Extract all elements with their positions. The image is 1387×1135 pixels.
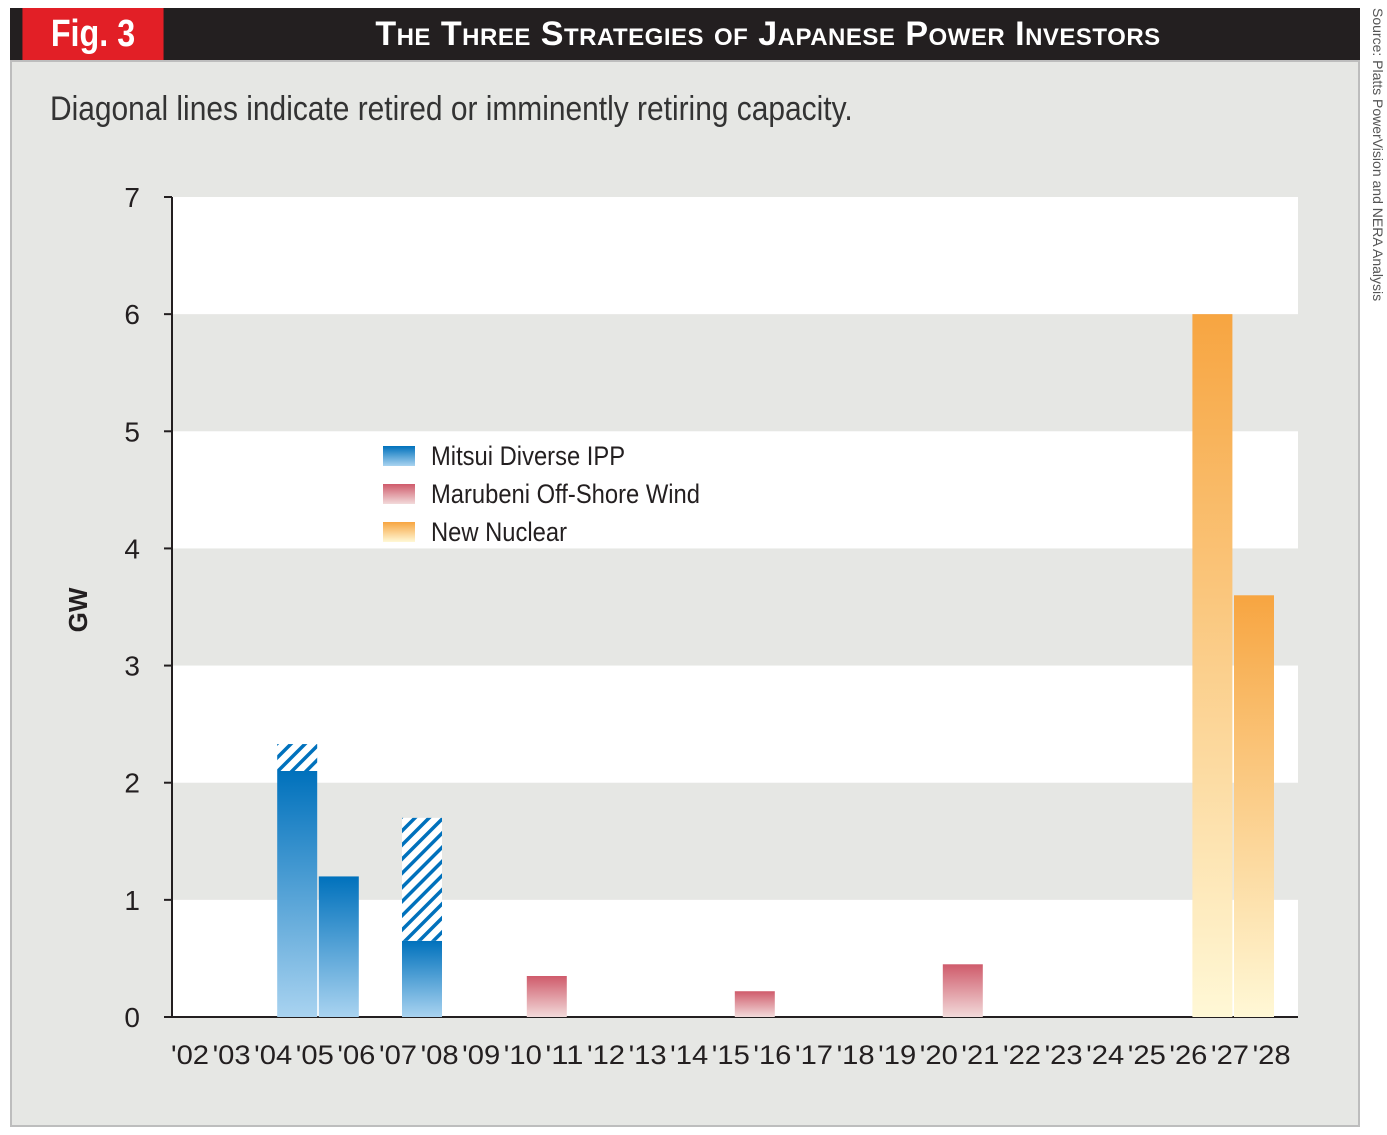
legend-item-mitsui: Mitsui Diverse IPP bbox=[383, 437, 737, 475]
x-tick-label: '22 bbox=[1003, 1040, 1041, 1070]
legend-swatch-marubeni bbox=[383, 484, 415, 504]
x-tick-label: '09 bbox=[462, 1040, 500, 1070]
chart-title: The Three Strategies of Japanese Power I… bbox=[375, 15, 1161, 53]
legend-swatch-mitsui bbox=[383, 446, 415, 466]
x-tick-label: '14 bbox=[670, 1040, 708, 1070]
grid-band bbox=[172, 197, 1298, 315]
x-tick-label: '26 bbox=[1169, 1040, 1207, 1070]
x-tick-label: '05 bbox=[296, 1040, 334, 1070]
x-tick-label: '25 bbox=[1128, 1040, 1166, 1070]
x-tick-label: '18 bbox=[837, 1040, 875, 1070]
x-tick-label: '28 bbox=[1253, 1040, 1291, 1070]
legend-label-marubeni: Marubeni Off-Shore Wind bbox=[431, 478, 700, 509]
source-note: Source: Platts PowerVision and NERA Anal… bbox=[1370, 8, 1386, 302]
x-tick-label: '07 bbox=[379, 1040, 417, 1070]
x-tick-label: '23 bbox=[1045, 1040, 1083, 1070]
bar bbox=[318, 876, 359, 1017]
bar-retiring-hatch bbox=[277, 744, 318, 771]
y-tick-label: 2 bbox=[124, 768, 140, 799]
bar bbox=[277, 771, 318, 1017]
y-tick-label: 0 bbox=[124, 1002, 140, 1033]
x-tick-label: '12 bbox=[587, 1040, 625, 1070]
header-bar bbox=[10, 8, 1360, 60]
chart-subtitle: Diagonal lines indicate retired or immin… bbox=[50, 90, 853, 128]
x-tick-label: '20 bbox=[920, 1040, 958, 1070]
bar bbox=[1192, 314, 1233, 1018]
x-tick-label: '15 bbox=[712, 1040, 750, 1070]
x-tick-label: '19 bbox=[878, 1040, 916, 1070]
y-tick-label: 3 bbox=[124, 651, 140, 682]
bar bbox=[1234, 595, 1274, 1017]
y-axis-title: GW bbox=[63, 587, 93, 632]
x-tick-label: '17 bbox=[795, 1040, 833, 1070]
y-tick-label: 5 bbox=[124, 416, 140, 447]
legend-item-marubeni: Marubeni Off-Shore Wind bbox=[383, 475, 737, 513]
x-tick-label: '27 bbox=[1211, 1040, 1249, 1070]
bar-retiring-hatch bbox=[402, 817, 442, 941]
grid-band bbox=[172, 665, 1298, 783]
x-tick-label: '13 bbox=[629, 1040, 667, 1070]
grid-band bbox=[172, 431, 1298, 549]
legend-label-mitsui: Mitsui Diverse IPP bbox=[431, 440, 626, 471]
x-tick-label: '21 bbox=[961, 1040, 999, 1070]
x-tick-label: '02 bbox=[171, 1040, 209, 1070]
bar bbox=[942, 964, 983, 1017]
x-tick-label: '03 bbox=[213, 1040, 251, 1070]
legend-label-nuclear: New Nuclear bbox=[431, 516, 568, 547]
chart-legend: Mitsui Diverse IPP Marubeni Off-Shore Wi… bbox=[383, 437, 737, 551]
y-tick-label: 7 bbox=[124, 182, 140, 213]
legend-item-nuclear: New Nuclear bbox=[383, 513, 737, 551]
x-tick-label: '10 bbox=[504, 1040, 542, 1070]
legend-swatch-nuclear bbox=[383, 522, 415, 542]
x-tick-label: '24 bbox=[1086, 1040, 1124, 1070]
y-tick-label: 1 bbox=[124, 885, 140, 916]
y-tick-label: 6 bbox=[124, 299, 140, 330]
x-tick-label: '11 bbox=[545, 1040, 583, 1070]
bar bbox=[526, 976, 567, 1017]
x-tick-label: '16 bbox=[753, 1040, 791, 1070]
x-tick-label: '08 bbox=[421, 1040, 459, 1070]
figure-label: Fig. 3 bbox=[22, 8, 164, 60]
x-tick-label: '06 bbox=[337, 1040, 375, 1070]
bar bbox=[734, 991, 775, 1017]
bar bbox=[402, 940, 442, 1017]
y-tick-label: 4 bbox=[124, 533, 140, 564]
x-tick-label: '04 bbox=[254, 1040, 292, 1070]
